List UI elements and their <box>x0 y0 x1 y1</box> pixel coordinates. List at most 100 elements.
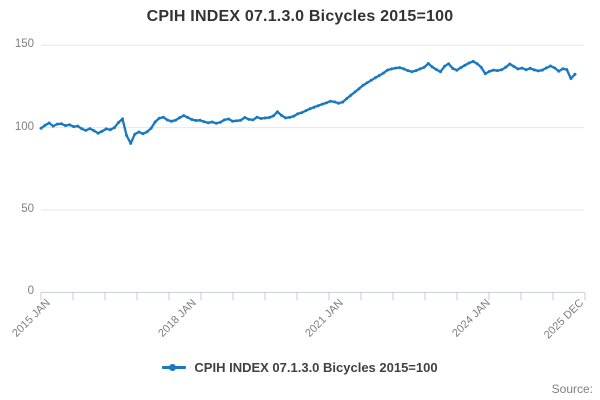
data-point <box>125 134 129 137</box>
data-point <box>365 81 369 85</box>
data-point <box>320 102 324 106</box>
data-point <box>218 120 222 124</box>
data-point <box>528 66 532 70</box>
data-point <box>96 131 100 135</box>
data-point <box>112 126 116 130</box>
y-axis-tick-label: 50 <box>21 203 34 215</box>
data-point <box>565 68 569 72</box>
data-point <box>190 118 194 121</box>
data-point <box>149 126 153 130</box>
data-point <box>169 119 173 123</box>
data-point <box>357 87 361 91</box>
data-point <box>59 122 63 126</box>
data-point <box>84 128 88 132</box>
legend-label: CPIH INDEX 07.1.3.0 Bicycles 2015=100 <box>194 360 438 375</box>
data-point <box>524 68 528 72</box>
data-point <box>549 64 552 68</box>
data-point <box>88 127 92 131</box>
data-point <box>394 66 398 70</box>
data-point <box>345 97 349 101</box>
data-point <box>434 68 438 72</box>
data-point <box>492 68 495 72</box>
legend-line-marker-icon <box>162 364 187 371</box>
data-point <box>496 69 499 73</box>
data-point <box>422 65 426 69</box>
data-point <box>64 124 67 128</box>
data-point <box>475 62 479 66</box>
data-point <box>536 69 540 73</box>
data-point <box>447 62 451 66</box>
data-point <box>296 112 300 116</box>
data-point <box>129 141 133 145</box>
data-point <box>239 118 243 122</box>
data-point <box>161 115 165 119</box>
data-point <box>304 109 308 113</box>
data-point <box>418 67 422 71</box>
data-point <box>80 127 84 131</box>
data-point <box>439 70 442 74</box>
data-point <box>349 93 353 97</box>
data-point <box>100 129 104 133</box>
data-point <box>198 118 202 122</box>
line-chart-plot <box>39 44 586 301</box>
data-point <box>451 66 455 70</box>
data-point <box>51 124 55 128</box>
legend: CPIH INDEX 07.1.3.0 Bicycles 2015=100 <box>0 360 600 375</box>
data-point <box>141 132 145 136</box>
data-point <box>231 119 235 123</box>
data-point <box>210 120 214 124</box>
data-point <box>483 72 487 76</box>
data-point <box>47 121 51 125</box>
data-point <box>227 117 230 121</box>
data-point <box>255 115 259 119</box>
data-point <box>561 67 565 71</box>
data-point <box>222 118 226 122</box>
data-point <box>300 111 304 115</box>
data-point <box>487 69 491 73</box>
y-axis-tick-label: 100 <box>14 120 34 133</box>
data-point <box>267 116 271 119</box>
data-point <box>500 68 504 72</box>
data-point <box>361 83 365 87</box>
data-point <box>214 121 218 125</box>
data-point <box>108 128 112 132</box>
data-point <box>271 114 275 118</box>
data-point <box>426 62 430 65</box>
data-point <box>553 66 557 70</box>
data-point <box>545 66 548 70</box>
data-point <box>263 116 267 120</box>
data-point <box>402 67 406 71</box>
data-point <box>377 74 381 77</box>
data-point <box>178 116 182 120</box>
data-point <box>308 107 312 111</box>
data-point <box>251 118 255 122</box>
data-point <box>406 69 410 73</box>
data-point <box>104 127 108 131</box>
data-point <box>39 126 43 130</box>
data-point <box>145 130 149 134</box>
data-point <box>43 123 47 127</box>
data-point <box>512 65 516 68</box>
source-label: Source: <box>551 382 593 396</box>
data-point <box>202 120 206 124</box>
data-point <box>328 99 332 103</box>
data-point <box>182 114 186 118</box>
data-point <box>288 115 292 119</box>
data-point <box>369 78 373 82</box>
data-point <box>284 116 288 120</box>
y-axis-tick-label: 0 <box>27 285 34 298</box>
data-point <box>390 67 394 71</box>
data-point <box>337 101 341 105</box>
data-point <box>235 119 239 123</box>
data-point <box>386 68 389 72</box>
data-point <box>573 72 577 76</box>
data-point <box>381 71 385 75</box>
data-point <box>259 117 263 120</box>
data-point <box>133 132 137 136</box>
data-point <box>333 100 336 104</box>
data-point <box>275 110 279 114</box>
data-point <box>121 117 124 121</box>
data-point <box>186 116 190 119</box>
data-point <box>443 64 447 68</box>
